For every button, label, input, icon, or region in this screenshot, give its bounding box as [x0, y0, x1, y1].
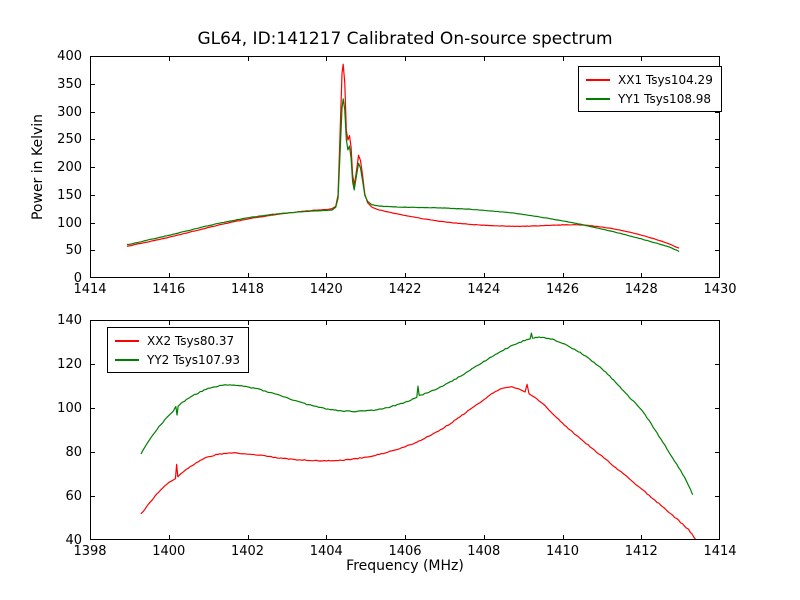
legend-item: XX2 Tsys80.37	[115, 331, 240, 350]
legend-line-sample	[115, 358, 139, 361]
legend-item: YY1 Tsys108.98	[586, 89, 713, 108]
y-tick-label: 140	[57, 313, 82, 328]
y-tick-label: 80	[65, 445, 82, 460]
x-tick-label: 1426	[545, 282, 580, 297]
y-tick-label: 150	[57, 187, 82, 203]
legend-line-sample	[586, 97, 610, 100]
legend-label: XX1 Tsys104.29	[618, 72, 713, 87]
y-tick-label: 100	[57, 401, 82, 416]
x-tick-label: 1412	[624, 544, 658, 559]
x-tick-label: 1416	[152, 282, 186, 297]
x-tick-label: 1406	[388, 544, 422, 559]
top-plot-area	[90, 56, 720, 278]
series-line-xx2	[140, 383, 697, 540]
y-tick-label: 0	[73, 271, 82, 286]
x-tick-label: 1428	[624, 282, 658, 297]
y-tick-label: 120	[57, 357, 82, 372]
x-tick-label: 1402	[230, 544, 265, 559]
legend-label: YY1 Tsys108.98	[618, 91, 712, 106]
series-line-yy1	[126, 98, 680, 252]
legend-label: XX2 Tsys80.37	[147, 333, 235, 348]
x-axis-label: Frequency (MHz)	[346, 558, 464, 574]
x-tick-label: 1408	[467, 544, 501, 559]
x-tick-label: 1418	[230, 282, 265, 297]
x-tick-label: 1414	[73, 282, 107, 297]
y-tick-label: 60	[65, 489, 82, 504]
y-tick-label: 350	[57, 76, 82, 92]
y-tick-label: 200	[57, 160, 82, 175]
legend-item: XX1 Tsys104.29	[586, 70, 713, 89]
y-tick-label: 300	[57, 104, 82, 120]
x-tick-label: 1404	[309, 544, 343, 559]
x-tick-label: 1422	[388, 282, 422, 297]
y-tick-label: 40	[65, 533, 82, 548]
plot-title: GL64, ID:141217 Calibrated On-source spe…	[197, 29, 613, 49]
x-tick-label: 1398	[73, 544, 107, 559]
x-tick-label: 1414	[703, 544, 737, 559]
bottom-plot-area	[90, 320, 720, 540]
x-tick-label: 1430	[703, 282, 737, 297]
y-tick-label: 400	[57, 49, 82, 64]
bottom-legend: XX2 Tsys80.37 YY2 Tsys107.93	[107, 327, 250, 373]
x-tick-label: 1410	[545, 544, 580, 559]
x-tick-label: 1400	[152, 544, 186, 559]
x-tick-label: 1420	[309, 282, 343, 297]
legend-line-sample	[586, 78, 610, 81]
top-legend: XX1 Tsys104.29 YY1 Tsys108.98	[578, 66, 722, 112]
y-tick-label: 50	[65, 243, 82, 259]
y-tick-label: 250	[57, 132, 82, 148]
legend-label: YY2 Tsys107.93	[147, 352, 241, 367]
y-tick-label: 100	[57, 215, 82, 231]
legend-line-sample	[115, 339, 139, 342]
series-line-yy2	[140, 332, 694, 495]
legend-item: YY2 Tsys107.93	[115, 350, 240, 369]
x-tick-label: 1424	[467, 282, 501, 297]
